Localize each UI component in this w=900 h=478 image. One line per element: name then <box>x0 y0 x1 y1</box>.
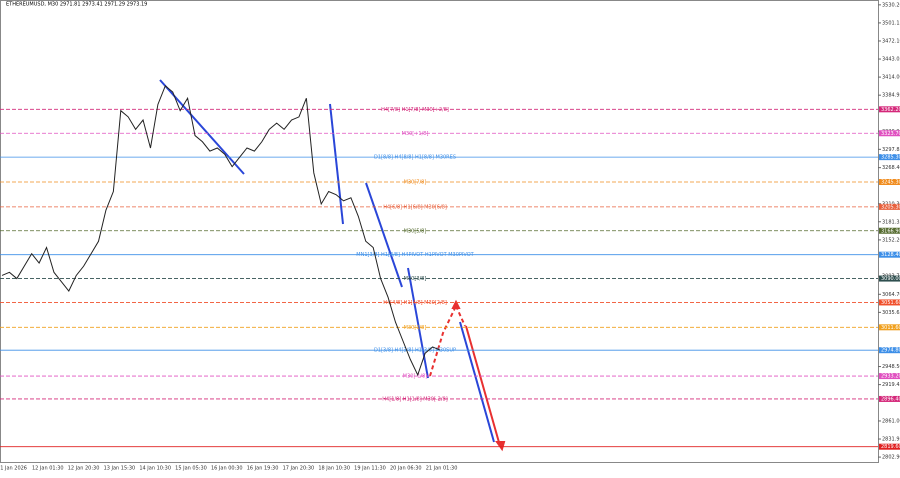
x-tick-label: 13 Jan 15:30 <box>104 466 136 472</box>
level-label: H4[4/8] H1[4/8] M30[2/8] <box>383 300 447 306</box>
y-tick-label: 2861.00 <box>882 418 900 424</box>
price-tag-label: 3362.20 <box>881 107 900 113</box>
level-label: M30[1/8] <box>404 325 427 331</box>
level-label: M30[+1/8] <box>402 131 429 137</box>
y-tick-label: 3530.20 <box>882 2 900 8</box>
price-tag <box>879 347 900 354</box>
level-label: H4[1/8] H1[1/8] M30[-2/8] <box>382 396 447 402</box>
price-tag <box>879 154 900 161</box>
price-tag-label: 3285.30 <box>881 155 900 161</box>
level-label: M30[7/8] <box>404 180 427 186</box>
price-tag-label: 3051.60 <box>881 300 900 306</box>
level-label: H4[6/8] H1[6/8] M30[6/8] <box>383 204 447 210</box>
y-tick-label: 3268.40 <box>882 165 900 171</box>
x-tick-label: 12 Jan 20:30 <box>68 466 100 472</box>
x-tick-label: 17 Jan 20:30 <box>283 466 315 472</box>
price-tag-label: 2819.60 <box>881 444 900 450</box>
level-label: M30[3/8] <box>404 276 427 282</box>
price-tag <box>879 275 900 282</box>
price-tag-label: 3090.00 <box>881 276 900 282</box>
y-tick-label: 3035.65 <box>882 310 900 316</box>
price-tag-label: 3128.40 <box>881 252 900 258</box>
level-label: D1[3/8] H4[3/8] H1[3/8] M30SUP <box>374 348 456 354</box>
y-tick-label: 3152.20 <box>882 237 900 243</box>
x-tick-label: 21 Jan 01:30 <box>426 466 458 472</box>
y-tick-label: 3297.85 <box>882 147 900 153</box>
price-tag-label: 2974.80 <box>881 348 900 354</box>
chart-title: ETHEREUMUSD, M30 2971.81 2973.41 2971.29… <box>6 2 147 8</box>
projection-arrows <box>429 299 506 452</box>
level-label: H4[7/8] H1[7/8] M30[+2/8] <box>381 107 449 113</box>
y-tick-label: 3414.00 <box>882 75 900 81</box>
price-tag-label: 3323.70 <box>881 131 900 137</box>
y-tick-label: 2802.90 <box>882 455 900 461</box>
x-tick-label: 18 Jan 10:30 <box>318 466 350 472</box>
y-tick-label: 3472.10 <box>882 38 900 44</box>
x-tick-label: 11 Jan 2026 <box>0 466 27 472</box>
price-tag <box>879 395 900 402</box>
price-tag <box>879 203 900 210</box>
y-tick-label: 3501.15 <box>882 20 900 26</box>
price-tag-label: 2896.40 <box>881 396 900 402</box>
price-tag-label: 2933.20 <box>881 374 900 380</box>
x-tick-label: 16 Jan 00:30 <box>211 466 243 472</box>
price-tag-label: 3166.90 <box>881 228 900 234</box>
level-label: M30[-1/8] <box>403 374 427 380</box>
price-tag <box>879 227 900 234</box>
price-tag-label: 3205.30 <box>881 204 900 210</box>
x-tick-label: 19 Jan 11:30 <box>354 466 386 472</box>
price-line <box>1 84 441 377</box>
price-tag <box>879 373 900 380</box>
price-tag <box>879 106 900 113</box>
x-tick-label: 15 Jan 05:30 <box>175 466 207 472</box>
price-tag <box>879 443 900 450</box>
plot-frame <box>0 0 879 463</box>
x-tick-label: 12 Jan 01:30 <box>32 466 64 472</box>
y-tick-label: 3443.05 <box>882 57 900 63</box>
x-tick-label: 16 Jan 19:30 <box>247 466 279 472</box>
y-tick-label: 3384.95 <box>882 93 900 99</box>
trend-lines <box>159 79 495 443</box>
price-tag <box>879 251 900 258</box>
level-label: M30[5/8] <box>404 228 427 234</box>
level-label: D1[8/8] H4[8/8] H1[8/8] M30RES <box>374 155 456 161</box>
price-tag <box>879 299 900 306</box>
y-tick-label: 2948.50 <box>882 364 900 370</box>
x-tick-label: 14 Jan 10:30 <box>139 466 171 472</box>
price-tag-label: 3011.60 <box>881 325 900 331</box>
price-tag <box>879 324 900 331</box>
y-tick-label: 2919.45 <box>882 382 900 388</box>
price-tag-label: 3245.30 <box>881 180 900 186</box>
price-tag <box>879 179 900 186</box>
level-label: MN1[3/8] H1[3/8] H4PIVOT H1PIVOT M30PIVO… <box>356 252 474 258</box>
y-tick-label: 3064.70 <box>882 292 900 298</box>
price-tag <box>879 130 900 137</box>
x-tick-label: 20 Jan 06:30 <box>390 466 422 472</box>
y-tick-label: 3181.35 <box>882 219 900 225</box>
y-tick-label: 2831.95 <box>882 437 900 443</box>
